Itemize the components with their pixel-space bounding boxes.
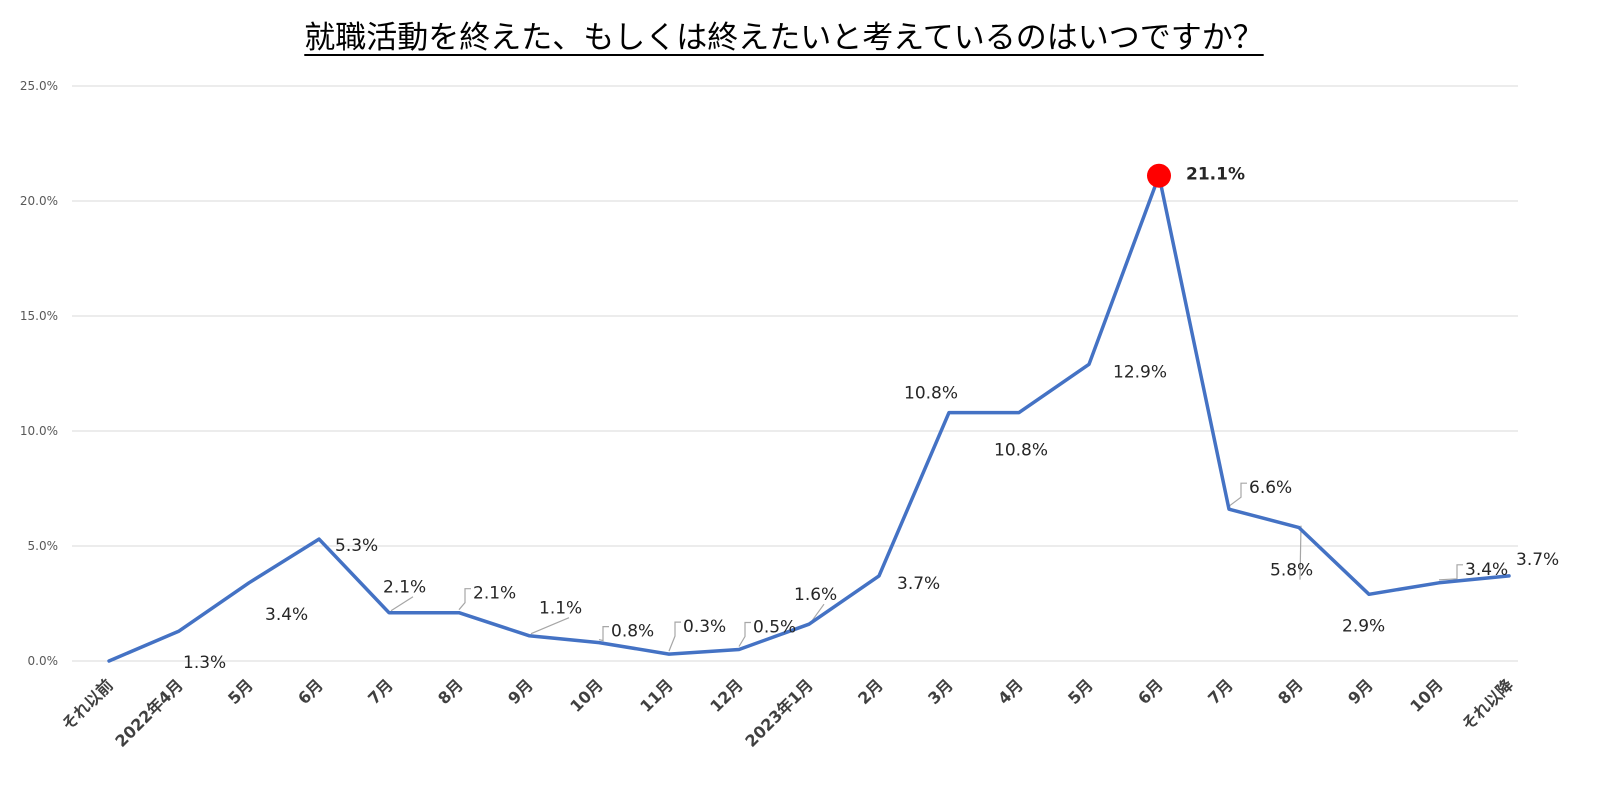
data-point [1437, 581, 1441, 585]
x-tick-label: 7月 [1204, 675, 1237, 708]
data-label: 0.5% [753, 618, 796, 638]
data-point [737, 648, 741, 652]
label-leader-line [1438, 564, 1463, 581]
x-tick-label: 5月 [224, 675, 257, 708]
x-tick-label: 9月 [1344, 675, 1377, 708]
x-tick-label: 2022年4月 [111, 675, 186, 750]
x-tick-label: 10月 [1406, 675, 1447, 716]
series-polyline [107, 173, 1511, 663]
series-line [107, 173, 1511, 663]
x-tick-label: 2023年1月 [741, 675, 816, 750]
chart-title: 就職活動を終えた、もしくは終えたいと考えているのはいつですか？ [304, 20, 1264, 56]
data-label: 6.6% [1249, 478, 1292, 498]
data-labels: 1.3% 3.4% 5.3% 2.1% 2.1% 1.1% 0.8% 0.3% 0.5% 1.6%… [183, 165, 1559, 673]
y-tick-label: 10.0% [20, 424, 58, 438]
x-tick-label: それ以降 [1458, 675, 1517, 734]
highlight-data-label: 21.1% [1186, 165, 1245, 185]
data-point [107, 659, 111, 663]
x-tick-label-highlight: 6月 [1134, 675, 1167, 708]
data-point [1227, 507, 1231, 511]
y-axis-ticks: 0.0% 5.0% 10.0% 15.0% 20.0% 25.0% [20, 79, 58, 668]
x-tick-label: 3月 [924, 675, 957, 708]
data-label: 0.3% [683, 617, 726, 637]
label-leader-line [458, 588, 471, 611]
data-label: 12.9% [1113, 362, 1167, 382]
data-point [877, 574, 881, 578]
data-point [457, 611, 461, 615]
data-point [387, 611, 391, 615]
label-leader-line [738, 621, 751, 647]
data-label: 3.7% [1516, 550, 1559, 570]
data-label: 10.8% [904, 384, 958, 404]
data-label: 1.6% [794, 585, 837, 605]
data-label: 1.3% [183, 653, 226, 673]
y-tick-label: 20.0% [20, 194, 58, 208]
data-point [947, 411, 951, 415]
x-tick-label: それ以前 [58, 675, 117, 734]
data-point [247, 581, 251, 585]
x-tick-label: 6月 [294, 675, 327, 708]
y-tick-label: 0.0% [28, 654, 59, 668]
data-label: 10.8% [994, 441, 1048, 461]
data-point [667, 652, 671, 656]
x-tick-label: 5月 [1064, 675, 1097, 708]
label-leader-lines [390, 482, 1463, 652]
data-label: 0.8% [611, 622, 654, 642]
label-leader-line [1299, 525, 1302, 580]
label-leader-line [390, 596, 414, 612]
x-tick-label: 9月 [504, 675, 537, 708]
label-leader-line [668, 621, 681, 652]
data-label: 5.3% [335, 536, 378, 556]
highlight-point [1147, 163, 1171, 188]
data-label: 5.8% [1270, 561, 1313, 581]
x-tick-label: 2月 [854, 675, 887, 708]
data-label: 1.1% [539, 599, 582, 619]
x-tick-label: 10月 [566, 675, 607, 716]
data-point [1087, 362, 1091, 366]
data-point [1367, 592, 1371, 596]
data-point [1017, 411, 1021, 415]
data-point [807, 622, 811, 626]
x-tick-label: 12月 [706, 675, 747, 716]
y-tick-label: 5.0% [28, 539, 59, 553]
data-point [177, 629, 181, 633]
data-point [1297, 526, 1301, 530]
y-tick-label: 15.0% [20, 309, 58, 323]
label-leader-line [1228, 482, 1247, 507]
label-leader-line [530, 617, 570, 635]
data-label: 3.4% [265, 605, 308, 625]
data-label: 3.7% [897, 574, 940, 594]
data-label: 3.4% [1465, 560, 1508, 580]
x-tick-label: 4月 [994, 675, 1027, 708]
data-point [597, 641, 601, 645]
x-tick-label: 8月 [434, 675, 467, 708]
data-points [107, 163, 1441, 663]
data-label: 2.9% [1342, 616, 1385, 636]
y-tick-label: 25.0% [20, 79, 58, 93]
gridlines [72, 85, 1518, 662]
data-point [317, 537, 321, 541]
data-label: 2.1% [383, 578, 426, 598]
data-point [527, 634, 531, 638]
x-tick-label: 8月 [1274, 675, 1307, 708]
data-label: 2.1% [473, 584, 516, 604]
x-tick-label: 7月 [364, 675, 397, 708]
label-leader-line [598, 625, 609, 642]
x-tick-label: 11月 [636, 675, 677, 716]
